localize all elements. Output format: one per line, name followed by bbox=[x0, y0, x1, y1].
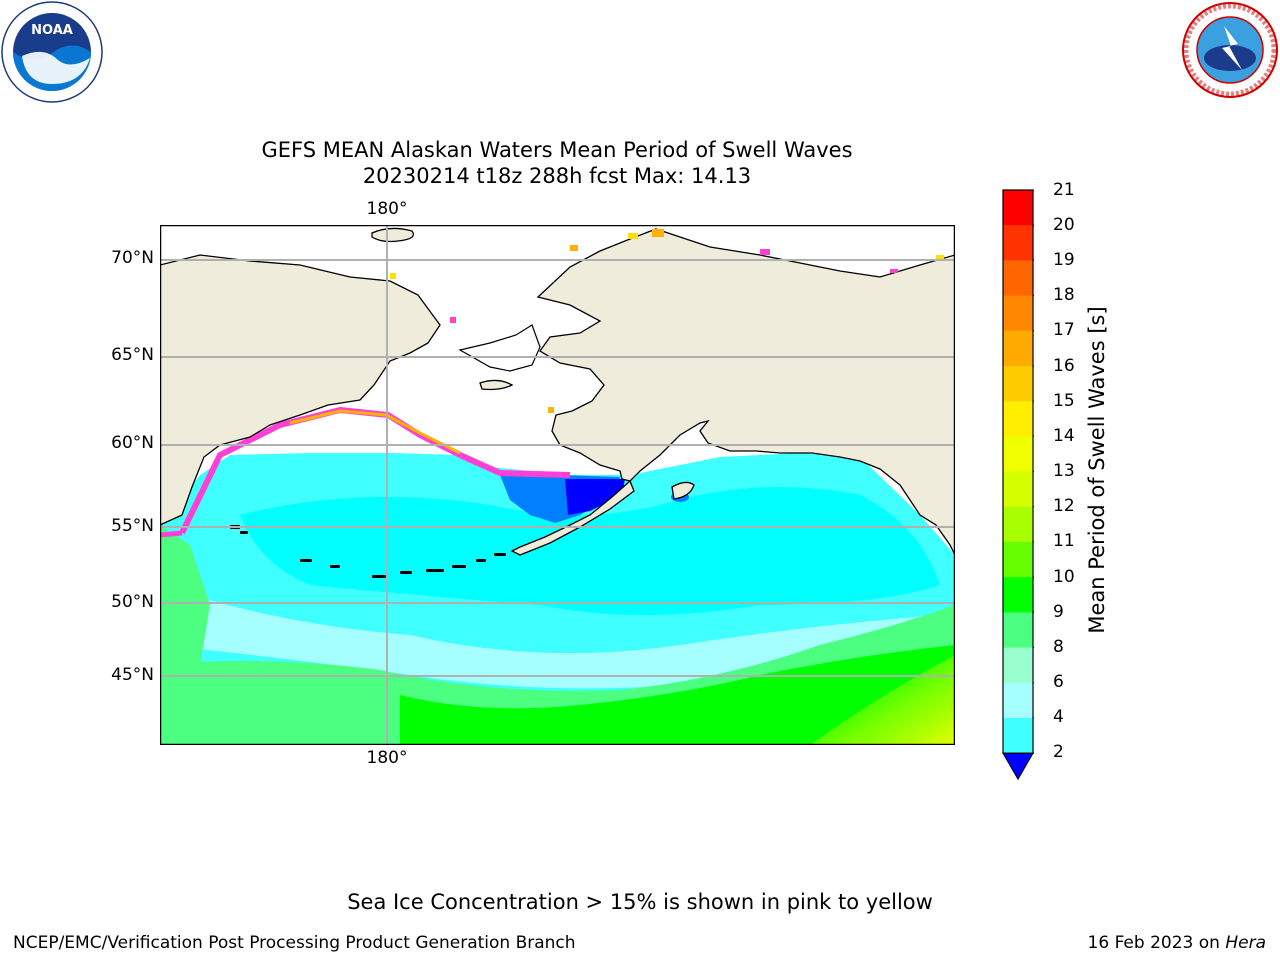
cb-tick-8: 8 bbox=[1053, 637, 1064, 657]
lon-label-top: 180° bbox=[366, 199, 408, 219]
generation-date: 16 Feb 2023 on Hera bbox=[1088, 933, 1266, 953]
colorbar-segment bbox=[1003, 718, 1033, 754]
lat-label-55: 55°N bbox=[111, 516, 154, 536]
colorbar-segment bbox=[1003, 295, 1033, 332]
cb-tick-13: 13 bbox=[1053, 461, 1075, 481]
cb-tick-20: 20 bbox=[1053, 215, 1075, 235]
cb-tick-11: 11 bbox=[1053, 531, 1075, 551]
cb-tick-9: 9 bbox=[1053, 602, 1064, 622]
map-title: GEFS MEAN Alaskan Waters Mean Period of … bbox=[261, 138, 853, 162]
sea-ice-note: Sea Ice Concentration > 15% is shown in … bbox=[347, 890, 933, 914]
colorbar-segment bbox=[1003, 190, 1033, 226]
lat-label-65: 65°N bbox=[111, 345, 154, 365]
cb-tick-16: 16 bbox=[1053, 356, 1075, 376]
colorbar-svg bbox=[1002, 189, 1034, 781]
machine-name: Hera bbox=[1225, 933, 1266, 953]
colorbar-label: Mean Period of Swell Waves [s] bbox=[1085, 306, 1109, 634]
colorbar-segment bbox=[1003, 401, 1033, 437]
cb-tick-15: 15 bbox=[1053, 391, 1075, 411]
cb-tick-14: 14 bbox=[1053, 426, 1075, 446]
cb-tick-17: 17 bbox=[1053, 320, 1075, 340]
lat-label-60: 60°N bbox=[111, 433, 154, 453]
swell-field-4-6 bbox=[240, 487, 940, 615]
noaa-logo: NOAA bbox=[0, 0, 104, 104]
lat-label-50: 50°N bbox=[111, 592, 154, 612]
colorbar-segment bbox=[1003, 542, 1033, 578]
cb-tick-6: 6 bbox=[1053, 672, 1064, 692]
land-siberia bbox=[160, 254, 441, 526]
colorbar-segment bbox=[1003, 506, 1033, 543]
swell-field-below-2 bbox=[565, 479, 625, 515]
colorbar-segment bbox=[1003, 471, 1033, 508]
nws-logo bbox=[1180, 0, 1280, 100]
land-alaska-canada bbox=[536, 228, 955, 556]
aleutian-islands bbox=[230, 525, 506, 578]
map-panel bbox=[159, 224, 956, 746]
colorbar-segment bbox=[1003, 612, 1033, 649]
land-alaska-peninsula bbox=[510, 479, 635, 556]
map-subtitle: 20230214 t18z 288h fcst Max: 14.13 bbox=[362, 164, 752, 188]
lat-label-45: 45°N bbox=[111, 665, 154, 685]
colorbar-segment bbox=[1003, 682, 1033, 719]
colorbar bbox=[1002, 189, 1034, 781]
land-wrangel bbox=[371, 227, 415, 243]
map-svg bbox=[159, 224, 956, 746]
cb-tick-10: 10 bbox=[1053, 567, 1075, 587]
colorbar-segment bbox=[1003, 330, 1033, 367]
swell-field-west-green bbox=[160, 525, 210, 685]
cb-tick-12: 12 bbox=[1053, 496, 1075, 516]
cb-tick-18: 18 bbox=[1053, 285, 1075, 305]
swell-field-11-14 bbox=[810, 655, 955, 745]
swell-field-8-9 bbox=[160, 585, 955, 689]
generation-date-text: 16 Feb 2023 on bbox=[1087, 933, 1226, 953]
graticule bbox=[160, 225, 955, 745]
colorbar-segment bbox=[1003, 436, 1033, 473]
colorbar-segment bbox=[1003, 225, 1033, 261]
colorbar-segment bbox=[1003, 260, 1033, 297]
cb-tick-21: 21 bbox=[1053, 180, 1075, 200]
cb-tick-2: 2 bbox=[1053, 742, 1064, 762]
colorbar-segment bbox=[1003, 577, 1033, 613]
lon-label-bottom: 180° bbox=[366, 748, 408, 768]
lat-label-70: 70°N bbox=[111, 248, 154, 268]
colorbar-segment bbox=[1003, 647, 1033, 684]
colorbar-extend bbox=[1002, 752, 1034, 781]
land-kodiak bbox=[671, 481, 695, 500]
noaa-logo-text: NOAA bbox=[31, 23, 73, 38]
arctic-coast-ice bbox=[390, 229, 944, 413]
cb-tick-4: 4 bbox=[1053, 707, 1064, 727]
cb-tick-19: 19 bbox=[1053, 250, 1075, 270]
swell-field-10-11 bbox=[400, 645, 955, 745]
producer-credit: NCEP/EMC/Verification Post Processing Pr… bbox=[13, 933, 576, 953]
colorbar-segment bbox=[1003, 366, 1033, 402]
